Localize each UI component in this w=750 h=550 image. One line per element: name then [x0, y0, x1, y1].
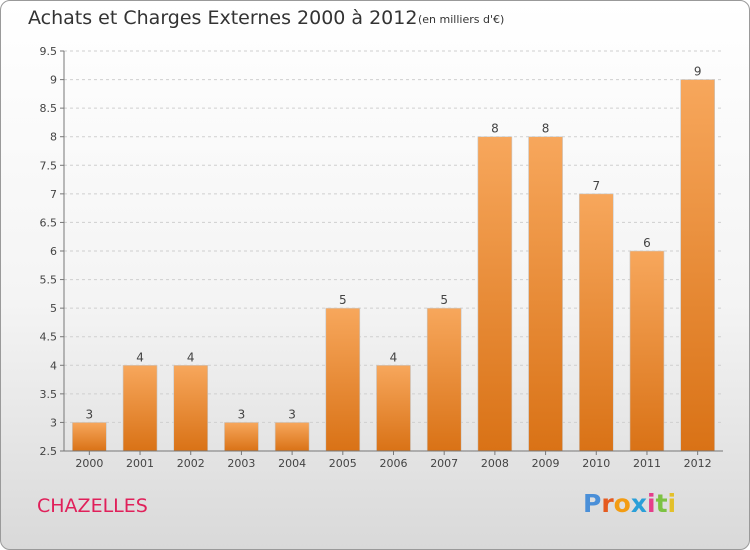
y-tick-label: 3.5 [40, 388, 58, 401]
y-tick-label: 2.5 [40, 445, 58, 458]
data-label: 5 [440, 293, 448, 307]
data-label: 8 [491, 122, 499, 136]
bar [578, 193, 614, 452]
y-tick-label: 7.5 [40, 159, 58, 172]
bar [629, 250, 665, 452]
x-tick-label: 2002 [177, 457, 205, 470]
bar [72, 422, 107, 452]
x-tick-labels: 2000 2001 2002 2003 2004 2005 2006 2007 2008 2009… [75, 457, 711, 470]
x-tick-label: 2004 [278, 457, 306, 470]
x-tick-label: 2007 [430, 457, 458, 470]
y-tick-label: 7 [50, 188, 57, 201]
data-label: 4 [390, 350, 398, 364]
y-tick-label: 6 [50, 245, 57, 258]
data-label: 3 [86, 407, 94, 421]
x-tick-label: 2003 [227, 457, 255, 470]
chart-unit: (en milliers d'€) [418, 13, 505, 26]
y-tick-labels: 2.5 3 3.5 4 4.5 5 5.5 6 6.5 7 7.5 8 8.5 9 9.5 [40, 45, 58, 458]
bar [173, 364, 209, 452]
bar [426, 307, 462, 452]
commune-name: CHAZELLES [37, 495, 148, 517]
axes [60, 50, 723, 455]
y-tick-label: 6.5 [40, 216, 58, 229]
y-tick-label: 5.5 [40, 274, 58, 287]
proxiti-logo[interactable]: Proxiti [583, 489, 676, 518]
x-tick-label: 2005 [329, 457, 357, 470]
logo-letter: x [630, 489, 647, 518]
bar [376, 364, 411, 452]
data-label: 4 [136, 350, 144, 364]
y-tick-label: 3 [50, 416, 57, 429]
y-tick-label: 4.5 [40, 331, 58, 344]
bars [72, 79, 715, 452]
data-label: 5 [339, 293, 347, 307]
x-tick-label: 2012 [684, 457, 712, 470]
logo-letter: i [667, 489, 677, 518]
bar [274, 422, 310, 452]
bar [122, 364, 158, 452]
logo-letter: i [647, 489, 656, 518]
data-label: 7 [592, 179, 600, 193]
x-tick-label: 2010 [582, 457, 610, 470]
y-tick-label: 9.5 [40, 45, 58, 58]
x-tick-label: 2008 [481, 457, 509, 470]
logo-letter: r [601, 489, 614, 518]
y-tick-label: 5 [50, 302, 57, 315]
bar [528, 136, 563, 452]
data-label: 3 [238, 407, 246, 421]
logo-letter: P [583, 489, 602, 518]
x-tick-label: 2001 [126, 457, 154, 470]
data-labels: 3 4 4 3 3 5 4 5 8 8 7 6 9 [86, 65, 702, 422]
bar [325, 307, 361, 452]
logo-letter: t [655, 489, 668, 518]
y-tick-label: 9 [50, 74, 57, 87]
data-label: 9 [694, 65, 702, 79]
bar [680, 79, 715, 452]
bar [224, 422, 259, 452]
data-label: 6 [643, 236, 651, 250]
x-tick-label: 2006 [380, 457, 408, 470]
x-tick-label: 2009 [532, 457, 560, 470]
y-tick-label: 8 [50, 131, 57, 144]
data-label: 3 [288, 407, 296, 421]
data-label: 4 [187, 350, 195, 364]
chart-title: Achats et Charges Externes 2000 à 2012 [28, 7, 418, 29]
y-tick-label: 8.5 [40, 102, 58, 115]
x-tick-label: 2000 [75, 457, 103, 470]
logo-letter: o [613, 489, 631, 518]
y-tick-label: 4 [50, 359, 57, 372]
bar [477, 136, 513, 452]
x-tick-label: 2011 [633, 457, 661, 470]
data-label: 8 [542, 122, 550, 136]
